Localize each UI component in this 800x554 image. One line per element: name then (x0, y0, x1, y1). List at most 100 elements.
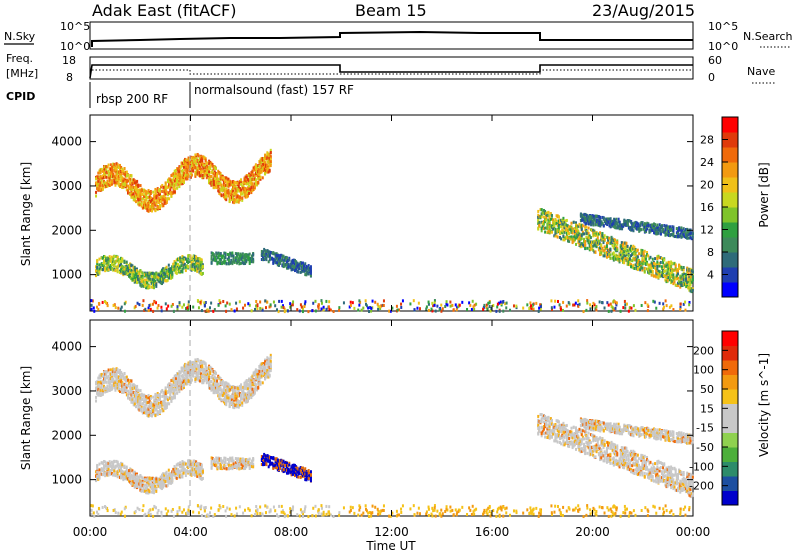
data-cell (109, 368, 112, 372)
data-cell (133, 265, 136, 269)
data-cell (320, 307, 323, 311)
data-cell (96, 273, 99, 277)
data-cell (117, 379, 120, 383)
data-cell (110, 262, 113, 266)
data-cell (169, 183, 172, 187)
data-cell (241, 255, 244, 259)
data-cell (189, 164, 192, 168)
data-cell (97, 179, 100, 183)
data-cell (269, 154, 272, 158)
data-cell (550, 224, 553, 228)
data-cell (147, 309, 150, 313)
data-cell (594, 219, 597, 223)
data-cell (138, 400, 141, 404)
data-cell (569, 237, 572, 241)
data-cell (368, 310, 371, 314)
data-cell (133, 274, 136, 278)
data-cell (573, 303, 576, 307)
data-cell (232, 200, 235, 204)
data-cell (254, 178, 257, 182)
data-cell (206, 165, 209, 169)
data-cell (104, 300, 107, 304)
data-cell (199, 264, 202, 268)
data-cell (227, 255, 230, 259)
data-cell (554, 218, 557, 222)
data-cell (245, 253, 248, 257)
data-cell (242, 262, 245, 266)
data-cell (593, 215, 596, 219)
data-cell (585, 225, 588, 229)
data-cell (233, 198, 236, 202)
data-cell (158, 205, 161, 209)
data-cell (138, 277, 141, 281)
data-cell (610, 220, 613, 224)
data-cell (148, 199, 151, 203)
data-cell (557, 299, 560, 303)
data-cell (677, 234, 680, 238)
data-cell (105, 257, 108, 261)
data-cell (599, 224, 602, 228)
data-cell (116, 178, 119, 182)
data-cell (187, 261, 190, 265)
data-cell (184, 265, 187, 269)
data-cell (635, 248, 638, 252)
data-cell (561, 308, 564, 312)
data-cell (457, 305, 460, 309)
data-cell (187, 303, 190, 307)
data-cell (500, 303, 503, 307)
data-cell (585, 228, 588, 232)
data-cell (535, 301, 538, 305)
data-cell (261, 166, 264, 170)
data-cell (293, 262, 296, 266)
data-cell (650, 265, 653, 269)
data-cell (97, 272, 100, 276)
data-cell (531, 305, 534, 309)
nsearch-label: N.Search (743, 30, 793, 43)
data-cell (148, 277, 151, 281)
data-cell (257, 167, 260, 171)
data-cell (182, 173, 185, 177)
data-cell (140, 398, 143, 402)
data-cell (586, 217, 589, 221)
data-cell (634, 226, 637, 230)
data-cell (135, 275, 138, 279)
data-cell (638, 226, 641, 230)
data-cell (132, 195, 135, 199)
data-cell (195, 155, 198, 159)
data-cell (567, 229, 570, 233)
data-cell (91, 299, 94, 303)
data-cell (581, 232, 584, 236)
data-cell (170, 267, 173, 271)
data-cell (650, 228, 653, 232)
data-cell (237, 182, 240, 186)
data-cell (104, 175, 107, 179)
data-cell (662, 258, 665, 262)
data-cell (182, 266, 185, 270)
data-cell (625, 222, 628, 226)
data-cell (602, 224, 605, 228)
data-cell (674, 234, 677, 238)
data-cell (601, 301, 604, 305)
data-cell (154, 187, 157, 191)
data-cell (208, 180, 211, 184)
data-cell (115, 383, 118, 387)
data-cell (138, 272, 141, 276)
data-cell (178, 301, 181, 305)
data-cell (589, 228, 592, 232)
data-cell (199, 260, 202, 264)
data-cell (254, 181, 257, 185)
data-cell (226, 181, 229, 185)
data-cell (101, 392, 104, 396)
data-cell (659, 225, 662, 229)
data-cell (563, 219, 566, 223)
data-cell (538, 214, 541, 218)
data-cell (314, 299, 317, 303)
data-cell (552, 227, 555, 231)
data-cell (307, 271, 310, 275)
data-cell (188, 162, 191, 166)
data-cell (244, 193, 247, 197)
data-cell (189, 171, 192, 175)
data-cell (254, 307, 257, 311)
data-cell (96, 181, 99, 185)
data-cell (141, 402, 144, 406)
